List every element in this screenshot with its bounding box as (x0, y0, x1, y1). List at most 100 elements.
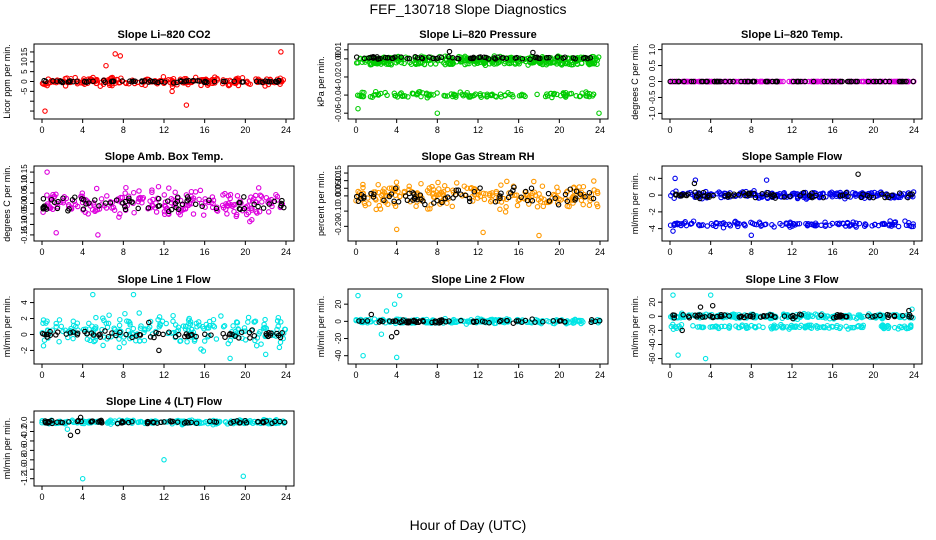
data-point (497, 195, 503, 202)
data-point (227, 191, 234, 198)
data-point (407, 59, 413, 66)
data-point (845, 326, 851, 332)
data-point (353, 54, 360, 60)
data-point (699, 314, 706, 320)
data-point (64, 426, 71, 432)
data-point (135, 205, 141, 212)
data-point (452, 92, 458, 99)
data-point (884, 192, 891, 198)
data-point (753, 221, 760, 228)
y-tick-label: 0.10 (334, 172, 343, 188)
data-point (690, 323, 696, 329)
data-point (745, 324, 751, 331)
data-point (888, 78, 895, 85)
data-point (559, 62, 565, 68)
data-point (93, 185, 100, 192)
x-tick-label: 20 (240, 370, 250, 380)
data-point (439, 199, 445, 206)
data-point (735, 192, 742, 198)
data-point (222, 334, 228, 340)
data-point (895, 223, 902, 230)
data-point (865, 313, 871, 319)
data-point (671, 315, 677, 321)
data-point (685, 191, 691, 197)
x-tick-label: 24 (281, 370, 291, 380)
data-point (909, 191, 915, 197)
data-point (458, 191, 464, 197)
data-point (116, 322, 123, 329)
x-tick-label: 12 (159, 492, 169, 502)
data-point (232, 79, 238, 85)
data-point (852, 193, 859, 199)
data-point (160, 74, 167, 80)
data-point (209, 194, 216, 200)
data-point (588, 61, 594, 67)
data-point (808, 325, 815, 331)
data-point (90, 78, 96, 85)
data-point (405, 94, 411, 100)
data-point (587, 55, 594, 61)
data-point (726, 313, 732, 319)
data-point (824, 78, 831, 85)
data-point (707, 324, 713, 330)
data-point (229, 331, 235, 338)
data-point (781, 192, 787, 198)
data-point (497, 193, 503, 199)
data-point (406, 183, 412, 190)
data-point (147, 78, 154, 84)
data-point (534, 204, 541, 210)
data-point (578, 197, 585, 204)
data-point (719, 220, 725, 227)
data-point (886, 221, 893, 228)
data-point (185, 317, 192, 323)
data-point (464, 185, 470, 191)
data-point (692, 177, 699, 183)
y-tick-label: 0.0 (648, 75, 657, 87)
data-point (150, 196, 156, 203)
data-point (590, 91, 597, 98)
data-point (708, 220, 715, 227)
y-tick-label: -40 (334, 349, 343, 361)
data-point (252, 318, 259, 324)
data-point (260, 325, 267, 331)
x-tick-label: 4 (708, 125, 713, 135)
data-point (476, 59, 483, 66)
data-point (810, 78, 817, 85)
data-point (726, 324, 732, 331)
x-tick-label: 8 (435, 125, 440, 135)
data-point (170, 318, 176, 325)
data-point (86, 320, 92, 327)
y-tick-label: 0.00 (334, 51, 343, 67)
data-point (104, 193, 110, 199)
data-point (281, 419, 288, 425)
x-tick-label: 4 (80, 247, 85, 257)
y-tick-label: 10 (20, 57, 29, 66)
data-point (519, 91, 525, 98)
data-point (80, 206, 87, 212)
data-point (158, 78, 164, 85)
data-point (751, 190, 757, 197)
data-point (158, 419, 164, 426)
panel-title: Slope Li–820 Temp. (741, 29, 843, 41)
data-point (578, 60, 585, 67)
data-point (218, 313, 224, 319)
data-point (697, 304, 704, 310)
data-point (106, 312, 112, 318)
data-point (784, 220, 790, 227)
data-point (590, 195, 597, 202)
data-point (481, 196, 488, 203)
data-point (245, 314, 252, 321)
data-point (116, 336, 122, 342)
y-tick-label: 0 (648, 192, 657, 197)
data-point (794, 221, 801, 227)
panel-title: Slope Line 2 Flow (432, 274, 525, 286)
data-point (862, 221, 868, 227)
data-point (736, 324, 743, 331)
data-point (432, 61, 439, 67)
data-point (404, 55, 410, 62)
series-black (41, 77, 282, 86)
data-point (198, 200, 205, 207)
data-point (378, 61, 384, 67)
data-point (903, 325, 910, 332)
data-point (393, 329, 400, 336)
